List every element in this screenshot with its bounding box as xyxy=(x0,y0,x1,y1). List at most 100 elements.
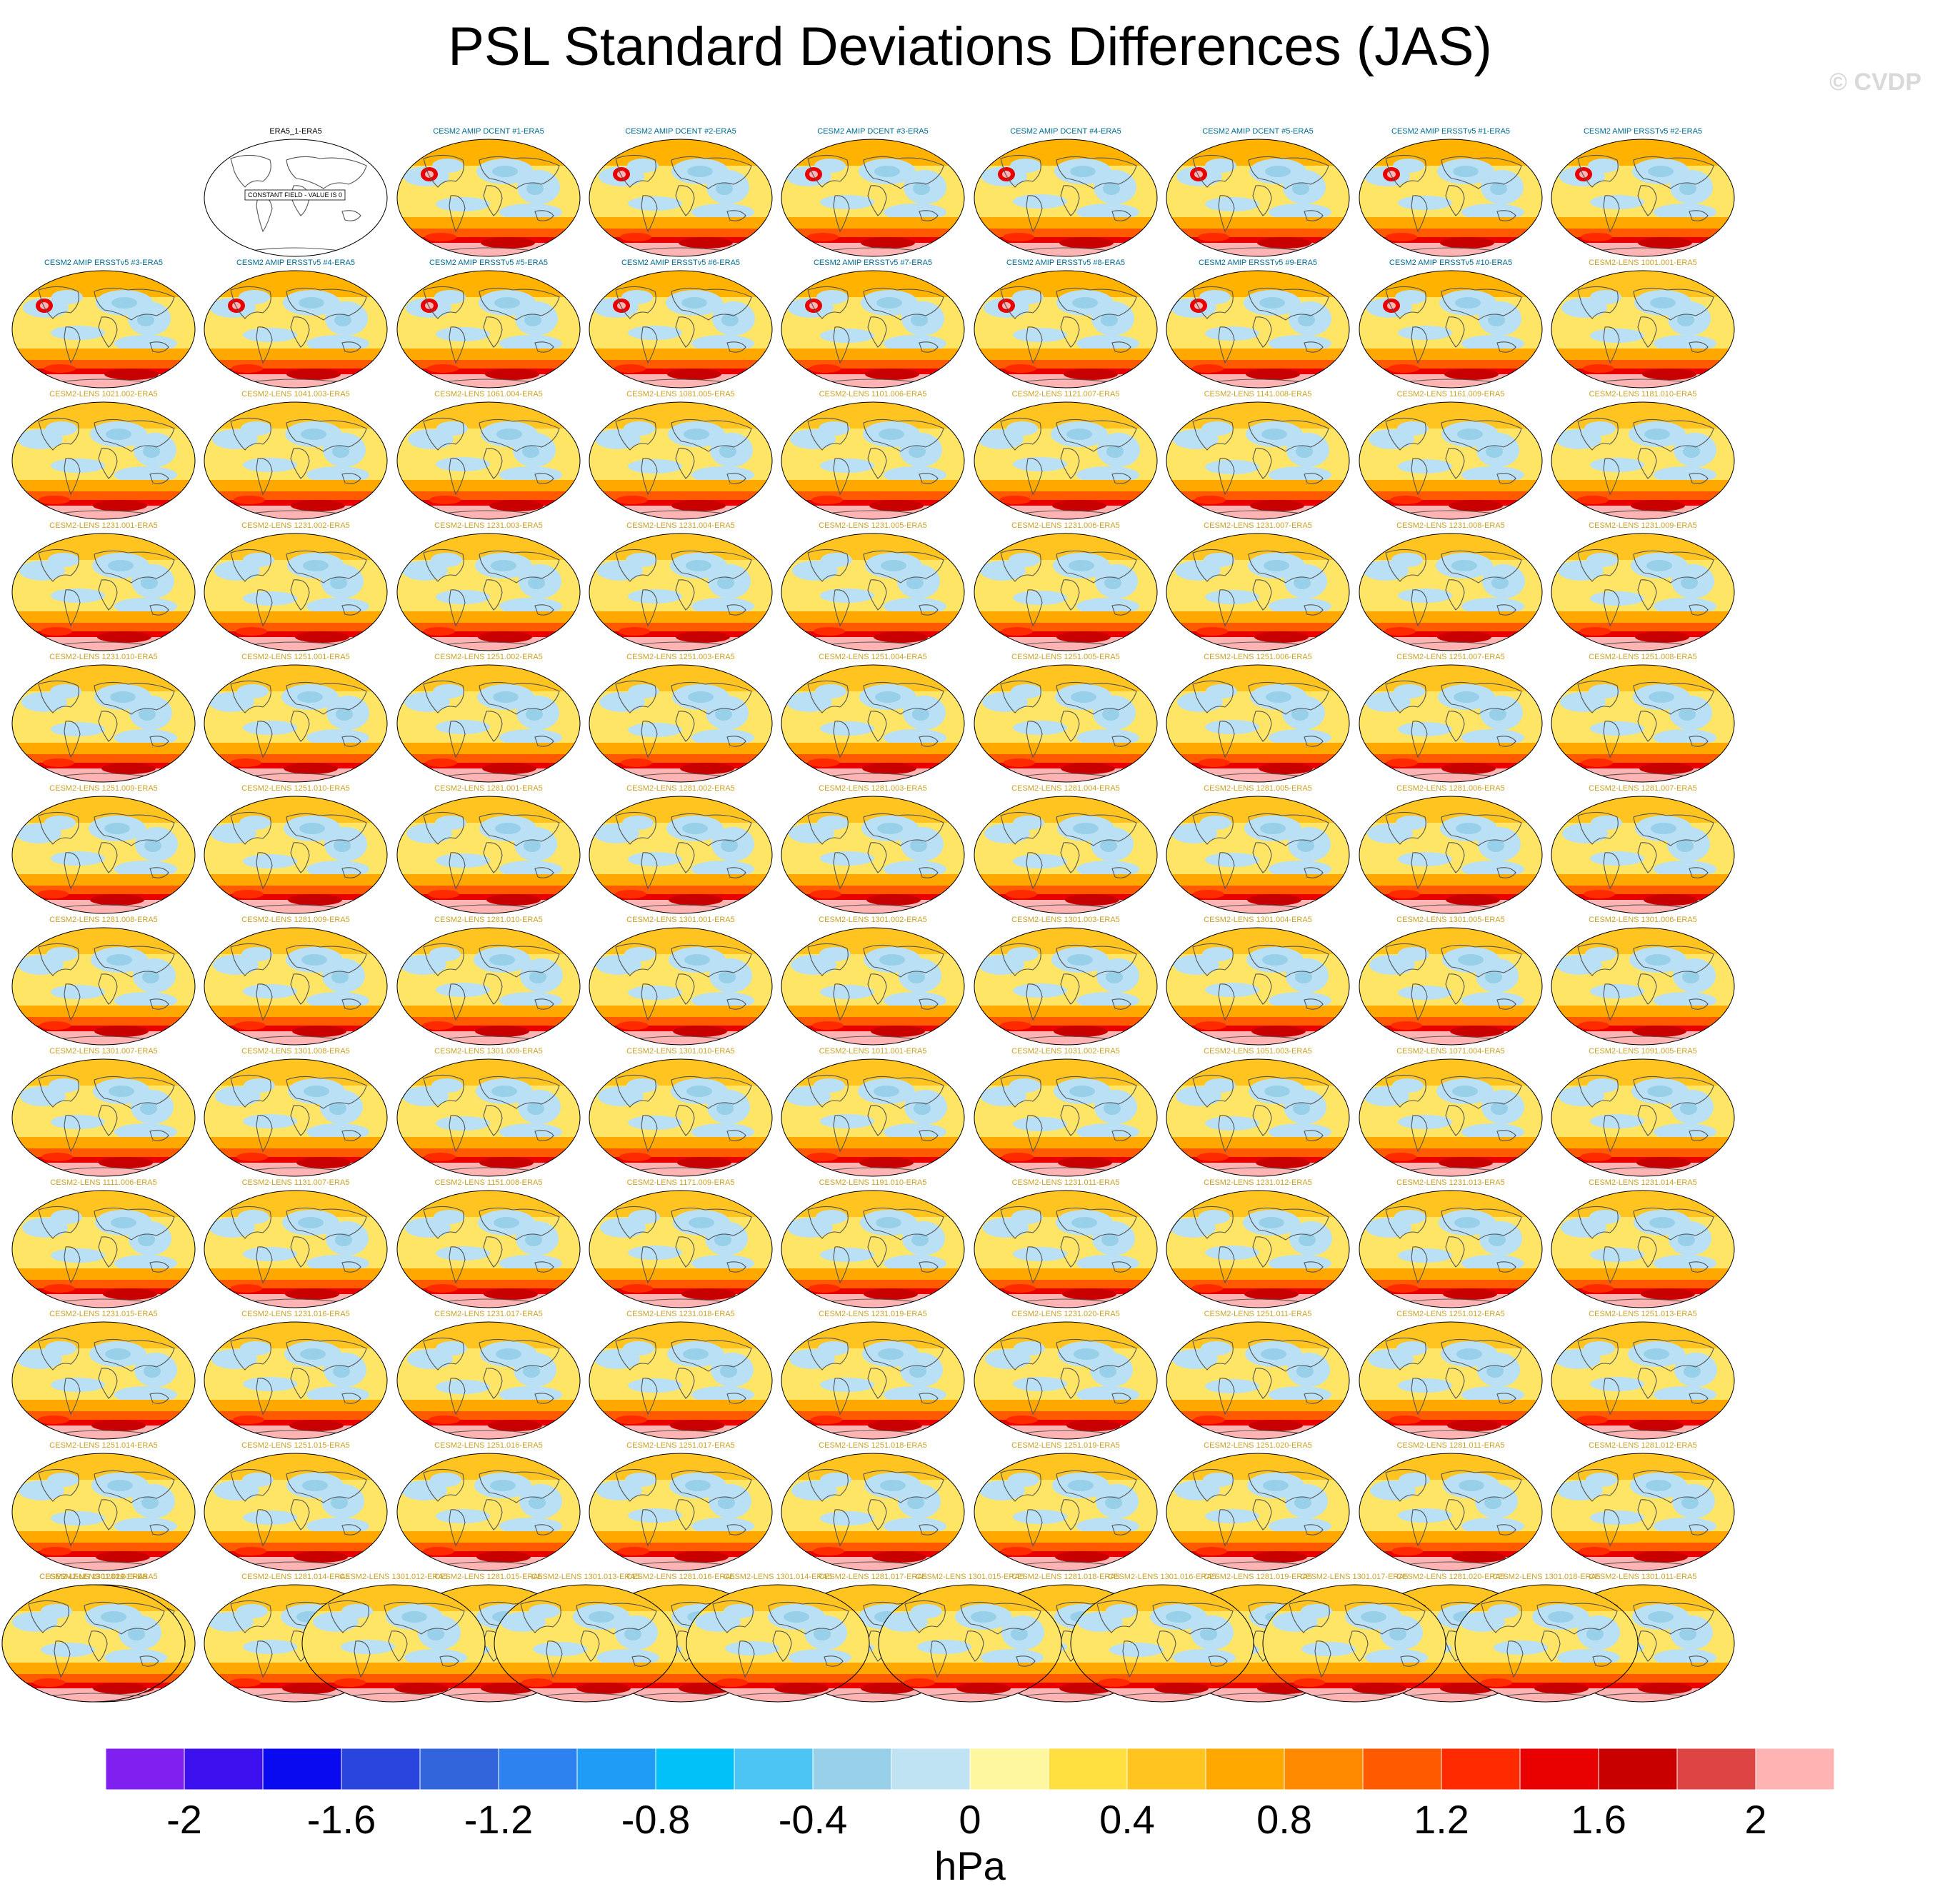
map-plot xyxy=(1359,139,1543,257)
map-panel: CESM2-LENS 1281.005-ERA5 xyxy=(1164,784,1351,917)
panel-title: CESM2 AMIP DCENT #2-ERA5 xyxy=(625,127,736,136)
map-plot xyxy=(1359,1321,1543,1440)
panel-title: CESM2-LENS 1301.008-ERA5 xyxy=(241,1047,350,1056)
panel-title: CESM2-LENS 1231.003-ERA5 xyxy=(434,521,543,530)
map-plot xyxy=(204,401,388,520)
colorbar-tick-label: 2 xyxy=(1744,1797,1767,1842)
panel-title: CESM2-LENS 1281.009-ERA5 xyxy=(241,916,350,924)
map-plot xyxy=(11,796,196,914)
map-panel: CESM2 AMIP DCENT #4-ERA5 xyxy=(972,127,1159,260)
map-panel: CESM2-LENS 1281.011-ERA5 xyxy=(1357,1441,1544,1574)
panel-title: CESM2-LENS 1251.016-ERA5 xyxy=(434,1441,543,1450)
panel-title: CESM2-LENS 1231.011-ERA5 xyxy=(1011,1178,1120,1187)
map-panel: CESM2-LENS 1031.002-ERA5 xyxy=(972,1047,1159,1180)
map-plot xyxy=(301,1584,486,1703)
panel-title: CESM2-LENS 1281.019-ERA5 xyxy=(1204,1573,1312,1581)
map-panel: CESM2-LENS 1011.001-ERA5 xyxy=(779,1047,966,1180)
panel-title: CESM2-LENS 1131.007-ERA5 xyxy=(241,1178,350,1187)
panel-title: CESM2-LENS 1301.013-ERA5 xyxy=(531,1573,640,1581)
panel-title: CESM2 AMIP ERSSTv5 #7-ERA5 xyxy=(813,259,933,267)
map-panel: CESM2-LENS 1251.005-ERA5 xyxy=(972,653,1159,786)
map-plot: CONSTANT FIELD - VALUE IS 0 xyxy=(204,139,388,257)
colorbar-swatch xyxy=(262,1748,342,1790)
map-panel: CESM2-LENS 1231.015-ERA5 xyxy=(10,1310,197,1443)
map-panel: CESM2-LENS 1281.010-ERA5 xyxy=(395,916,582,1048)
map-plot xyxy=(396,1190,581,1308)
map-plot xyxy=(974,1321,1158,1440)
map-plot xyxy=(1551,1190,1735,1308)
colorbar-tick-label: -2 xyxy=(166,1797,202,1842)
map-plot xyxy=(396,664,581,783)
panel-title: CESM2-LENS 1301.012-ERA5 xyxy=(339,1573,448,1581)
panel-title: CESM2-LENS 1281.003-ERA5 xyxy=(819,784,927,793)
panel-title: CESM2-LENS 1251.015-ERA5 xyxy=(241,1441,350,1450)
panel-title: CESM2-LENS 1251.020-ERA5 xyxy=(1204,1441,1312,1450)
map-panel: CESM2-LENS 1231.014-ERA5 xyxy=(1549,1178,1736,1311)
map-panel: CESM2-LENS 1111.006-ERA5 xyxy=(10,1178,197,1311)
panel-title: CESM2 AMIP DCENT #5-ERA5 xyxy=(1202,127,1314,136)
map-plot xyxy=(974,401,1158,520)
map-plot xyxy=(11,927,196,1046)
map-panel: CESM2-LENS 1251.007-ERA5 xyxy=(1357,653,1544,786)
map-panel: CESM2-LENS 1251.001-ERA5 xyxy=(202,653,389,786)
colorbar-swatch xyxy=(184,1748,264,1790)
map-plot xyxy=(781,1190,965,1308)
map-plot xyxy=(204,927,388,1046)
colorbar-swatch xyxy=(419,1748,499,1790)
map-plot xyxy=(11,1321,196,1440)
panel-title: CESM2-LENS 1251.018-ERA5 xyxy=(819,1441,927,1450)
map-panel: CESM2-LENS 1301.014-ERA5 xyxy=(684,1573,871,1705)
map-plot xyxy=(396,1453,581,1571)
map-panel: CESM2-LENS 1251.012-ERA5 xyxy=(1357,1310,1544,1443)
colorbar-tick-label: 1.2 xyxy=(1414,1797,1469,1842)
map-panel: CESM2-LENS 1171.009-ERA5 xyxy=(587,1178,774,1311)
panel-title: CESM2-LENS 1281.006-ERA5 xyxy=(1396,784,1505,793)
map-panel: CESM2-LENS 1301.007-ERA5 xyxy=(10,1047,197,1180)
colorbar-swatch xyxy=(969,1748,1049,1790)
map-plot xyxy=(1359,401,1543,520)
panel-title: CESM2-LENS 1231.020-ERA5 xyxy=(1011,1310,1120,1318)
cvdp-watermark: © CVDP xyxy=(1829,69,1921,96)
panel-title: CESM2-LENS 1081.005-ERA5 xyxy=(626,390,735,399)
panel-title: CESM2-LENS 1281.020-ERA5 xyxy=(1396,1573,1505,1581)
map-plot xyxy=(396,1321,581,1440)
map-plot xyxy=(1166,796,1350,914)
map-panel: CESM2-LENS 1141.008-ERA5 xyxy=(1164,390,1351,523)
map-plot xyxy=(396,927,581,1046)
map-panel: CESM2-LENS 1251.011-ERA5 xyxy=(1164,1310,1351,1443)
colorbar-tick-label: -0.4 xyxy=(778,1797,848,1842)
map-plot xyxy=(1166,927,1350,1046)
colorbar-swatch xyxy=(576,1748,656,1790)
panel-title: CESM2-LENS 1011.001-ERA5 xyxy=(819,1047,927,1056)
map-panel: CESM2-LENS 1121.007-ERA5 xyxy=(972,390,1159,523)
panel-title: CESM2-LENS 1301.011-ERA5 xyxy=(1589,1573,1697,1581)
map-plot xyxy=(974,1190,1158,1308)
panel-title: CESM2-LENS 1051.003-ERA5 xyxy=(1204,1047,1312,1056)
map-plot xyxy=(1359,270,1543,389)
panel-title: CESM2-LENS 1251.003-ERA5 xyxy=(626,653,735,661)
map-panel: CESM2-LENS 1301.020-ERA5 xyxy=(0,1573,187,1705)
map-plot xyxy=(396,401,581,520)
colorbar-tick-label: 0.8 xyxy=(1256,1797,1312,1842)
panel-title: CESM2-LENS 1101.006-ERA5 xyxy=(819,390,927,399)
map-plot xyxy=(1359,1190,1543,1308)
map-panel: CESM2-LENS 1281.008-ERA5 xyxy=(10,916,197,1048)
map-panel: CESM2 AMIP ERSSTv5 #1-ERA5 xyxy=(1357,127,1544,260)
panel-title: CESM2-LENS 1251.011-ERA5 xyxy=(1204,1310,1312,1318)
map-panel: CESM2-LENS 1301.002-ERA5 xyxy=(779,916,966,1048)
panel-title: CESM2-LENS 1041.003-ERA5 xyxy=(241,390,350,399)
panel-title: CESM2-LENS 1251.004-ERA5 xyxy=(819,653,927,661)
map-panel: CESM2 AMIP ERSSTv5 #6-ERA5 xyxy=(587,259,774,391)
panel-title: CESM2-LENS 1121.007-ERA5 xyxy=(1011,390,1120,399)
map-plot xyxy=(589,796,773,914)
map-plot xyxy=(1551,1058,1735,1177)
map-panel: CESM2-LENS 1281.009-ERA5 xyxy=(202,916,389,1048)
panel-title: CESM2-LENS 1061.004-ERA5 xyxy=(434,390,543,399)
panel-title: CESM2-LENS 1281.018-ERA5 xyxy=(1011,1573,1120,1581)
map-plot xyxy=(781,270,965,389)
map-plot xyxy=(396,139,581,257)
map-plot xyxy=(589,927,773,1046)
map-panel: CESM2-LENS 1301.001-ERA5 xyxy=(587,916,774,1048)
map-panel: CESM2-LENS 1251.020-ERA5 xyxy=(1164,1441,1351,1574)
colorbar-swatch xyxy=(1755,1748,1834,1790)
